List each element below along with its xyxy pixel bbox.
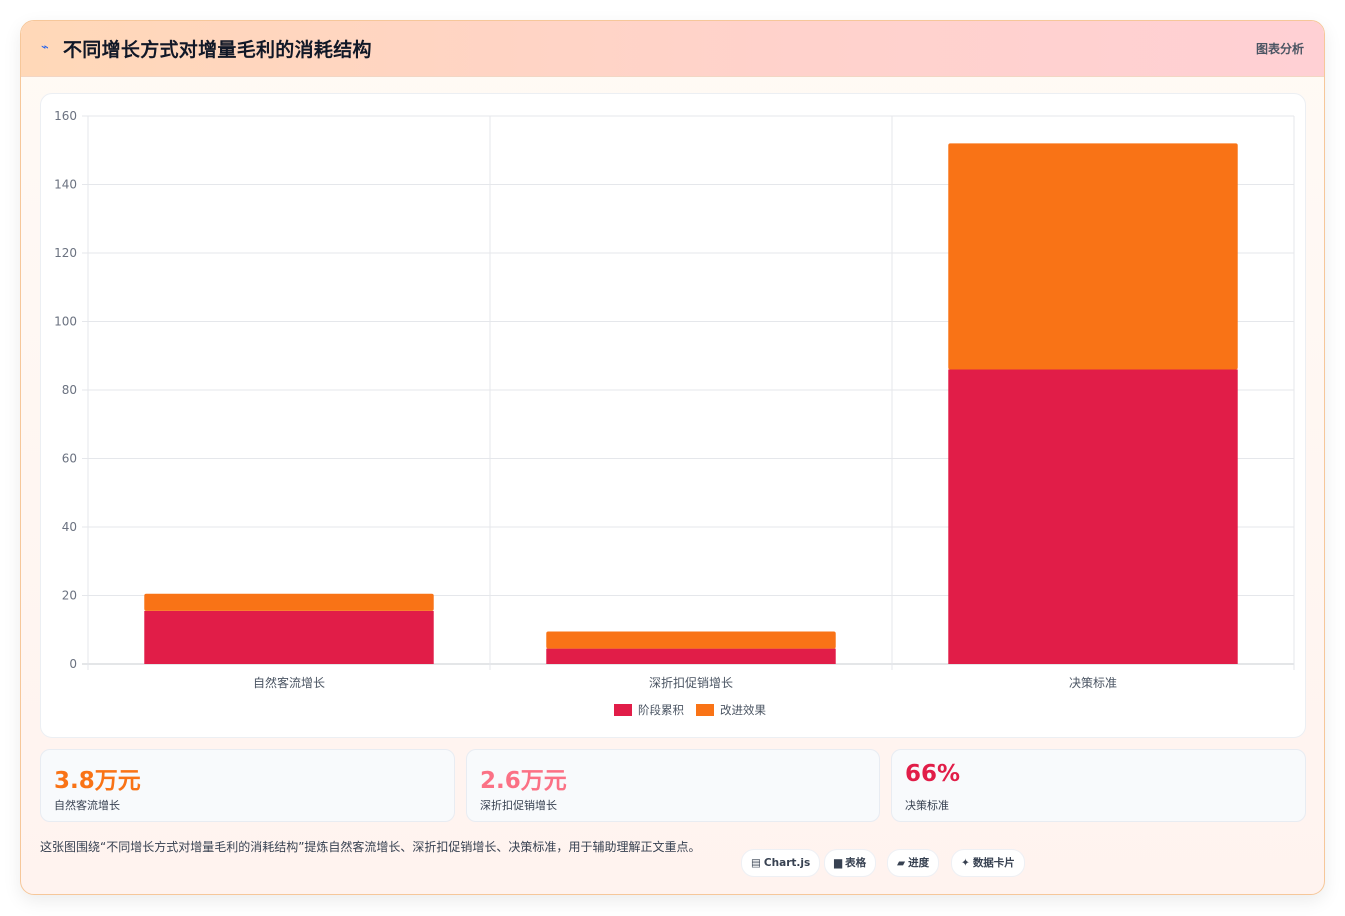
y-tick-label: 160	[54, 109, 77, 123]
y-tick-label: 120	[54, 246, 77, 260]
y-tick-label: 80	[62, 383, 77, 397]
legend-label: 改进效果	[720, 703, 766, 717]
chip-label: 进度	[908, 857, 930, 869]
stat-value: 2.6万元	[480, 768, 567, 794]
legend-swatch	[614, 704, 632, 716]
stat-label: 深折扣促销增长	[480, 799, 557, 812]
chart-title: 不同增长方式对增量毛利的消耗结构	[63, 39, 372, 61]
chart-description: 这张图围绕“不同增长方式对增量毛利的消耗结构”提炼自然客流增长、深折扣促销增长、…	[40, 840, 701, 854]
stat-value: 3.8万元	[54, 768, 141, 794]
y-tick-label: 140	[54, 178, 77, 192]
bar-segment	[144, 593, 434, 611]
table-icon: ▆	[834, 857, 843, 869]
stat-label: 自然客流增长	[54, 799, 120, 812]
y-tick-label: 60	[62, 452, 77, 466]
card-header: ⌁ 不同增长方式对增量毛利的消耗结构 图表分析	[21, 21, 1324, 77]
x-tick-label: 深折扣促销增长	[649, 675, 733, 690]
bar-segment	[948, 369, 1238, 664]
stat-card-discount: 2.6万元 深折扣促销增长	[466, 749, 880, 822]
chip-label: Chart.js	[763, 857, 811, 869]
y-tick-label: 20	[62, 589, 77, 603]
x-tick-label: 决策标准	[1069, 676, 1117, 690]
y-tick-label: 100	[54, 315, 77, 329]
chip-data-card[interactable]: ✦ 数据卡片	[951, 849, 1025, 877]
legend-label: 阶段累积	[638, 703, 684, 717]
chart-panel: 0 20 40 60 80 100 120 140 160 自然客流增长 深折扣促销增长 决策标准阶段…	[40, 93, 1306, 738]
header-tag: 图表分析	[1255, 42, 1304, 56]
bar-segment	[546, 631, 836, 649]
card-icon: ✦	[961, 857, 970, 869]
stat-label: 决策标准	[905, 799, 949, 812]
chip-progress[interactable]: ▰ 进度	[887, 849, 940, 877]
stat-card-natural: 3.8万元 自然客流增长	[40, 749, 455, 822]
y-tick-label: 0	[69, 657, 77, 671]
stacked-bar-chart: 0 20 40 60 80 100 120 140 160 自然客流增长 深折扣促销增长 决策标准阶段…	[54, 109, 1295, 717]
chart-icon: ▤	[751, 857, 761, 869]
chart-card: ⌁ 不同增长方式对增量毛利的消耗结构 图表分析 0 20 40 60 80 100 120 1…	[20, 20, 1325, 895]
legend-swatch	[696, 704, 714, 716]
bar-segment	[144, 610, 434, 664]
trend-icon: ⌁	[41, 40, 49, 55]
y-tick-label: 40	[62, 520, 77, 534]
chip-label: 表格	[845, 857, 867, 869]
bar-segment	[948, 143, 1238, 370]
bar-segment	[546, 648, 836, 664]
chip-chartjs[interactable]: ▤ Chart.js	[741, 849, 821, 877]
progress-icon: ▰	[897, 857, 906, 869]
chip-label: 数据卡片	[972, 857, 1015, 869]
stat-value: 66%	[905, 761, 961, 787]
x-tick-label: 自然客流增长	[253, 675, 325, 690]
chip-table[interactable]: ▆ 表格	[824, 849, 877, 877]
stat-card-decision: 66% 决策标准	[891, 749, 1306, 822]
